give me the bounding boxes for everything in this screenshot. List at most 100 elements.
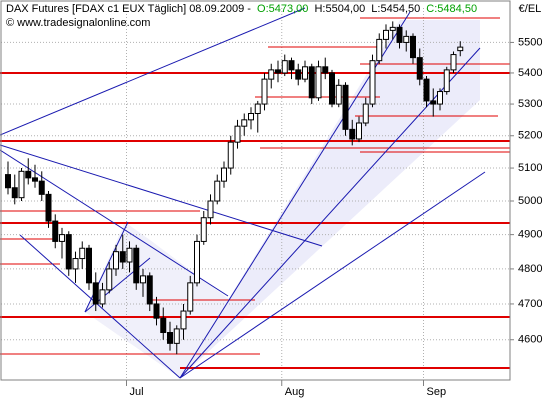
candle-body — [200, 217, 207, 242]
candle-body — [248, 113, 254, 121]
candle-body — [308, 66, 315, 99]
candle-body — [403, 35, 410, 43]
candle-body — [396, 26, 403, 43]
candle-body — [59, 234, 65, 242]
candle-body — [180, 310, 187, 330]
candle-body — [32, 177, 38, 182]
candle-body — [25, 170, 32, 179]
candle-body — [342, 84, 349, 130]
candle-body — [106, 268, 113, 291]
candle-body — [369, 60, 376, 105]
candle-body — [227, 141, 234, 169]
candle-body — [261, 78, 268, 105]
trend-line — [84, 221, 129, 313]
y-tick-label: 5000 — [518, 195, 542, 207]
candle-body — [295, 69, 302, 80]
candle-body — [146, 275, 153, 305]
candle-body — [234, 125, 241, 143]
candle-body — [349, 128, 356, 140]
candle-body — [207, 200, 214, 219]
subtitle: © www.tradesignalonline.com — [6, 17, 150, 29]
candle-body — [275, 69, 281, 74]
trend-line — [0, 149, 229, 297]
y-tick-label: 4600 — [518, 334, 542, 346]
x-tick-label: Sep — [427, 386, 447, 398]
trend-lines — [0, 7, 486, 379]
candle-body — [221, 167, 227, 182]
channel-shade — [180, 20, 480, 378]
x-tick-label: Aug — [285, 386, 305, 398]
candle-body — [329, 72, 335, 105]
header-high: H:5504,00 — [314, 3, 365, 15]
candle-body — [153, 303, 160, 319]
candle-body — [140, 275, 146, 284]
candle-body — [315, 66, 322, 99]
candle-body — [437, 91, 443, 105]
trend-line — [19, 234, 181, 379]
chart-title: DAX Futures [FDAX c1 EUX Täglich] 08.09.… — [6, 3, 477, 15]
trend-line — [0, 144, 323, 247]
candle-body — [302, 66, 308, 80]
y-tick-label: 4900 — [518, 229, 542, 241]
candle-body — [281, 60, 288, 74]
y-tick-label: 4700 — [518, 298, 542, 310]
candle-body — [241, 119, 248, 127]
x-tick-label: Jul — [130, 386, 144, 398]
candle-body — [430, 100, 437, 105]
title: DAX Futures [FDAX c1 EUX Täglich] 08.09.… — [6, 3, 251, 15]
candle-body — [113, 251, 119, 270]
candle-body — [5, 174, 11, 189]
trend-line — [0, 7, 306, 136]
header: DAX Futures [FDAX c1 EUX Täglich] 08.09.… — [6, 3, 477, 29]
candle-body — [450, 54, 457, 71]
header-low: L:5454,50 — [371, 3, 420, 15]
candle-body — [322, 66, 329, 74]
candle-body — [11, 187, 18, 199]
candle-body — [362, 103, 369, 124]
candle-body — [376, 38, 383, 62]
y-tick-label: 5500 — [518, 36, 542, 48]
candle-body — [92, 282, 99, 305]
candle-body — [187, 282, 194, 312]
header-open: O:5473,00 — [257, 3, 308, 15]
candle-body — [288, 60, 295, 71]
candle-body — [18, 170, 25, 199]
y-tick-label: 5300 — [518, 98, 542, 110]
y-tick-label: 5200 — [518, 130, 542, 142]
candle-body — [410, 35, 416, 59]
candle-body — [65, 234, 72, 270]
candle-body — [52, 220, 59, 242]
candle-body — [443, 69, 450, 93]
header-close: C:5484,50 — [426, 3, 477, 15]
candle-body — [133, 247, 140, 284]
candle-body — [268, 69, 275, 80]
candle-body — [119, 251, 126, 263]
candle-body — [86, 247, 92, 284]
y-tick-label: 4800 — [518, 263, 542, 275]
candle-body — [194, 240, 200, 284]
candle-body — [167, 332, 173, 344]
plot-frame — [0, 0, 511, 381]
candle-body — [356, 122, 362, 140]
candle-body — [45, 193, 52, 222]
candle-body — [335, 84, 342, 105]
candle-body — [126, 247, 133, 263]
candle-body — [99, 289, 106, 305]
candle-body — [383, 29, 389, 40]
candle-body — [214, 180, 221, 202]
y-tick-label: 5100 — [518, 162, 542, 174]
candle-body — [173, 328, 180, 344]
y-axis-label: €/EL — [519, 3, 542, 15]
trend-line — [179, 47, 481, 379]
y-tick-label: 5400 — [518, 67, 542, 79]
candle-body — [79, 247, 86, 260]
candle-body — [457, 46, 464, 52]
candle-body — [72, 258, 79, 270]
candle-body — [423, 78, 430, 102]
candle-body — [254, 103, 261, 115]
candle-body — [38, 180, 45, 195]
trend-line — [179, 171, 486, 379]
levels — [0, 17, 510, 369]
candle-body — [389, 26, 396, 31]
